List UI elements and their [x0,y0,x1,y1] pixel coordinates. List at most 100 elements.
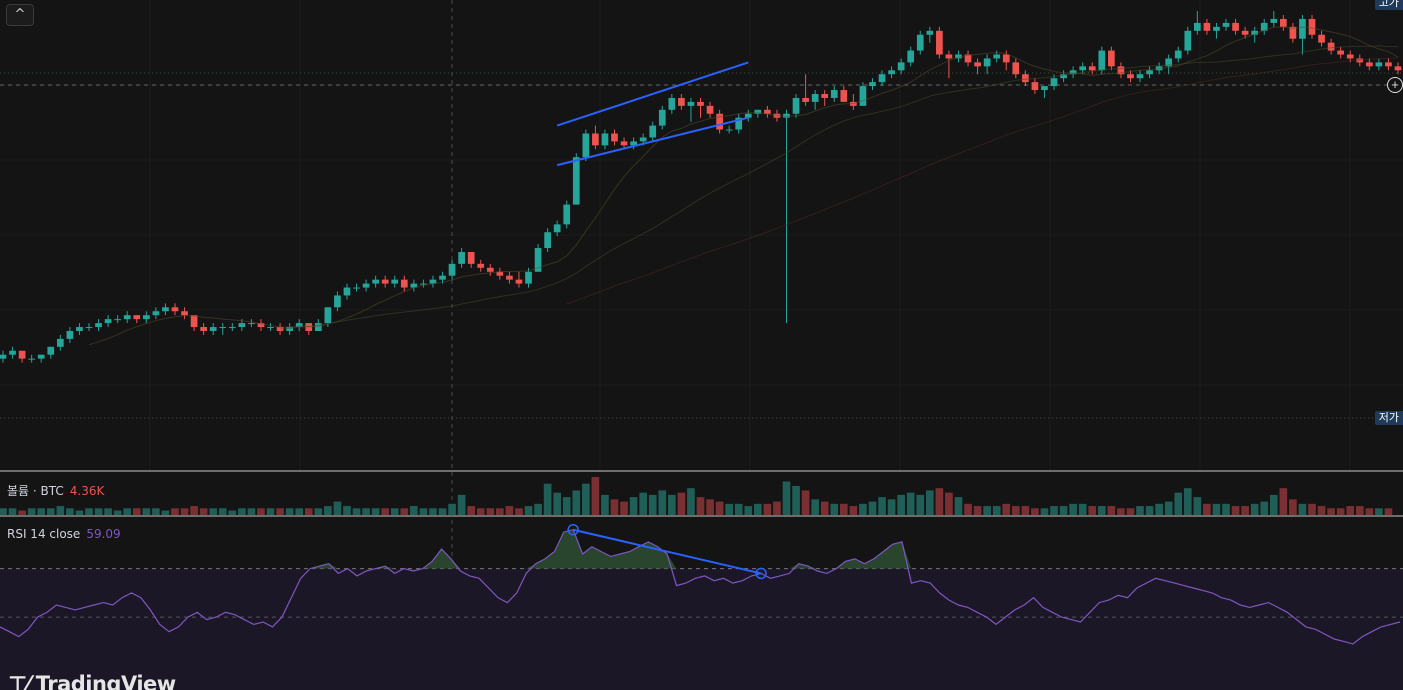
volume-bar [1117,508,1125,515]
candle-body [295,323,303,328]
volume-bar [562,497,571,515]
volume-bar [505,506,514,515]
candle-body [534,248,542,272]
volume-bar [868,501,877,515]
volume-bar [610,499,619,515]
volume-bar [1289,499,1297,515]
candle-body [200,327,207,331]
candle-body [1260,22,1268,31]
candles [0,11,1402,363]
brand-text: TradingView [35,672,176,690]
volume-bar [1088,506,1097,515]
candle-body [1365,62,1373,67]
volume-bar [1308,503,1316,515]
candle-body [353,287,360,289]
volume-bar [410,506,418,515]
candle-body [515,279,523,284]
candle-body [1098,50,1106,71]
volume-bar [534,503,542,515]
volume-bar [1250,503,1259,515]
candle-body [257,323,265,328]
volume-bar [1021,506,1030,515]
candle-body [381,279,389,284]
volume-bar [744,506,753,515]
volume-bar [1050,506,1058,515]
volume-bar [142,508,151,515]
add-plus-icon[interactable]: + [1387,77,1403,93]
candle-body [888,70,895,75]
candle-body [1079,66,1087,71]
candle-body [964,54,972,63]
volume-bar [887,499,896,515]
volume-bar [1164,501,1173,515]
candle-body [506,275,513,280]
volume-bar [725,503,733,515]
candle-body [142,315,150,320]
candle-body [429,279,437,284]
volume-bar [180,508,189,515]
volume-bar [1145,506,1154,515]
volume-bar [715,501,724,515]
candle-body [248,323,255,325]
volume-legend-value: 4.36K [69,484,105,498]
candle-body [754,109,762,114]
volume-bar [371,508,380,515]
volume-bar [400,508,409,515]
volume-bar [104,508,112,515]
candle-body [228,327,236,329]
candle-body [104,319,112,324]
volume-bar [1279,488,1288,515]
volume-bar [1011,506,1020,515]
candle-body [76,327,83,331]
candle-body [878,74,886,83]
candle-body [678,97,685,106]
volume-bar [27,508,36,515]
volume-bar [782,481,791,515]
volume-bar [66,508,74,515]
candle-body [477,263,485,268]
volume-bar [94,508,103,515]
candle-body [1394,66,1402,71]
candle-body [219,327,227,329]
volume-bar [304,508,313,515]
volume-bar [467,506,476,515]
candle-body [458,252,465,264]
candle-body [1222,22,1230,27]
tradingview-logo: ⊤⁄ TradingView [8,672,176,690]
volume-bar [56,506,65,515]
candle-body [630,141,637,146]
candle-body [400,279,408,288]
volume-bar [849,506,858,515]
volume-bar [601,494,609,515]
candle-body [993,54,1001,59]
candle-body [286,327,293,331]
volume-bar [1384,508,1393,515]
volume-bar [314,508,323,515]
volume-bar [1336,508,1345,515]
candle-body [410,283,418,288]
candle-body [1346,54,1354,59]
volume-bar [1269,494,1278,515]
candle-body [1069,70,1077,75]
candle-body [1203,22,1211,31]
volume-bar [1241,506,1249,515]
volume-bar [1126,508,1135,515]
collapse-chevron-up-button[interactable]: ^ [6,4,34,26]
volume-bar [543,483,552,515]
volume-bar [85,508,93,515]
candle-body [783,113,790,118]
candle-body [544,232,551,249]
volume-bar [1136,506,1144,515]
candle-body [66,331,74,339]
candle-body [620,141,628,146]
candle-body [1385,62,1392,67]
candle-body [1022,74,1029,83]
rsi-band [0,568,1403,690]
candle-body [716,113,723,130]
volume-bar [763,503,772,515]
volume-bar [925,490,934,515]
volume-bar [668,494,676,515]
grid [0,0,1403,470]
